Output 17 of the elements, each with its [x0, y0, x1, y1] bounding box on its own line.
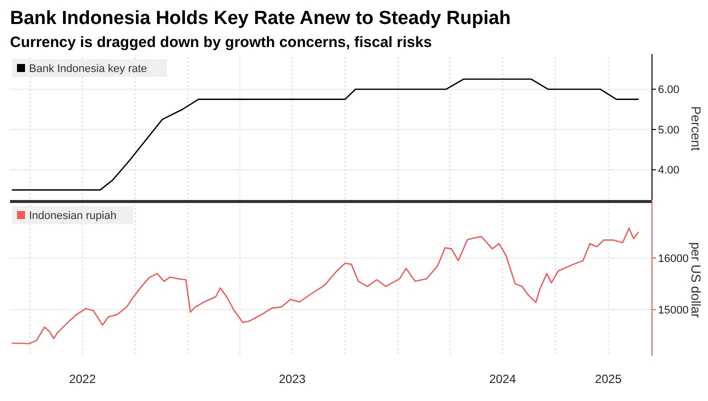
y-tick-label: 5.00: [658, 124, 680, 136]
y-axis-title: per US dollar: [688, 242, 704, 319]
legend-label: Indonesian rupiah: [29, 210, 116, 222]
y-tick-label: 15000: [658, 304, 689, 316]
y-tick-label: 4.00: [658, 164, 680, 177]
chart-subtitle: Currency is dragged down by growth concerns, fiscal risks: [10, 34, 432, 51]
legend-label: Bank Indonesia key rate: [29, 62, 148, 75]
line-series: [12, 228, 639, 344]
chart-title: Bank Indonesia Holds Key Rate Anew to Steady Rupiah: [10, 8, 511, 29]
y-tick-label: 16000: [658, 252, 689, 265]
y-axis-title: Percent: [688, 106, 704, 152]
x-tick-label: 2023: [278, 372, 306, 386]
line-series: [12, 78, 639, 191]
x-tick-label: 2022: [69, 372, 96, 386]
y-tick-label: 6.00: [658, 84, 680, 96]
x-tick-label: 2024: [489, 372, 516, 386]
x-tick-label: 2025: [594, 372, 622, 386]
